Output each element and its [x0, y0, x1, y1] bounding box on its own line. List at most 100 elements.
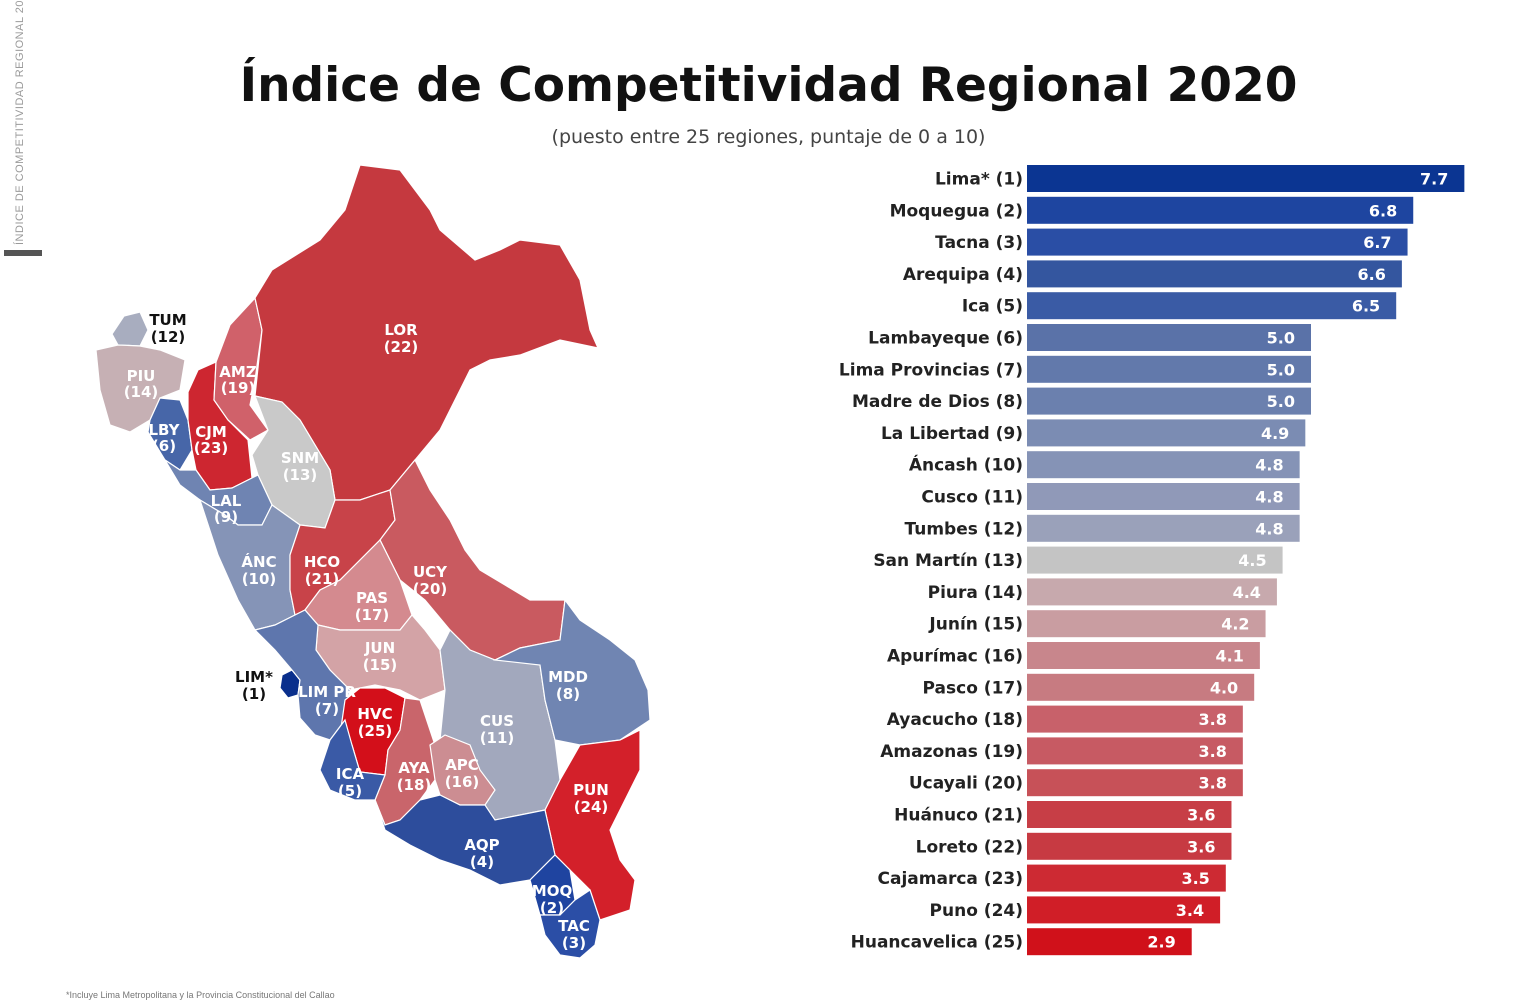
- category-label: Ayacucho (18): [887, 710, 1023, 730]
- value-label: 3.8: [1198, 710, 1226, 729]
- region-rank-label: (13): [283, 466, 318, 484]
- region-rank-label: (23): [194, 439, 229, 457]
- region-rank-label: (18): [397, 776, 432, 794]
- region-rank-label: (14): [124, 383, 159, 401]
- region-aqp: [374, 794, 556, 886]
- bar-12: [1027, 514, 1300, 542]
- value-label: 6.8: [1369, 201, 1397, 220]
- category-label: Áncash (10): [909, 454, 1023, 476]
- region-rank-label: (16): [445, 773, 480, 791]
- region-code-label: HCO: [304, 553, 340, 571]
- category-label: Ucayali (20): [909, 774, 1023, 794]
- value-label: 4.8: [1255, 456, 1283, 475]
- region-rank-label: (6): [152, 437, 176, 455]
- bar-16: [1027, 642, 1260, 669]
- region-rank-label: (2): [540, 899, 564, 917]
- region-code-label: AYA: [398, 759, 430, 777]
- region-rank-label: (4): [470, 853, 494, 871]
- value-label: 4.9: [1261, 424, 1289, 443]
- region-code-label: LBY: [148, 421, 180, 439]
- bar-10: [1027, 451, 1300, 479]
- category-label: Huancavelica (25): [851, 933, 1023, 953]
- region-rank-label: (9): [214, 508, 238, 526]
- value-label: 2.9: [1147, 933, 1175, 952]
- bar-19: [1027, 737, 1243, 765]
- category-label: Tacna (3): [935, 233, 1023, 253]
- region-code-label: ÁNC: [241, 552, 276, 571]
- region-code-label: PIU: [127, 367, 156, 385]
- value-label: 4.1: [1216, 647, 1244, 666]
- region-rank-label: (5): [338, 782, 362, 800]
- category-label: Arequipa (4): [903, 265, 1023, 285]
- value-label: 6.7: [1363, 233, 1391, 252]
- value-label: 5.0: [1267, 329, 1295, 348]
- map-shapes: [95, 164, 651, 959]
- value-label: 3.8: [1198, 742, 1226, 761]
- region-code-label: PUN: [573, 781, 609, 799]
- bar-8: [1027, 387, 1311, 415]
- region-code-label: CUS: [480, 712, 514, 730]
- value-label: 4.4: [1233, 583, 1261, 602]
- category-label: Loreto (22): [916, 837, 1023, 857]
- region-rank-label: (19): [221, 379, 256, 397]
- region-code-label: TAC: [558, 917, 590, 935]
- region-apc: [429, 734, 496, 806]
- value-label: 3.5: [1181, 869, 1209, 888]
- region-code-label: TUM: [149, 311, 186, 329]
- value-label: 4.0: [1210, 678, 1238, 697]
- region-amz: [213, 296, 269, 441]
- value-label: 5.0: [1267, 392, 1295, 411]
- region-code-label: APC: [445, 756, 479, 774]
- region-rank-label: (22): [384, 338, 419, 356]
- value-label: 3.4: [1176, 901, 1204, 920]
- bar-1: [1027, 165, 1465, 192]
- category-label: San Martín (13): [873, 551, 1023, 571]
- bar-23: [1027, 864, 1226, 892]
- value-label: 6.6: [1358, 265, 1386, 284]
- bar-22: [1027, 832, 1232, 860]
- category-label: Huánuco (21): [894, 806, 1023, 826]
- value-label: 3.6: [1187, 837, 1215, 856]
- bars: Lima* (1) 7.7 Moquegua (2) 6.8 Tacna (3) 6.7 A…: [839, 165, 1465, 956]
- value-label: 3.6: [1187, 806, 1215, 825]
- bar-7: [1027, 355, 1311, 383]
- bar-20: [1027, 769, 1243, 797]
- chart-title: Índice de Competitividad Regional 2020: [239, 58, 1298, 113]
- category-label: Lima Provincias (7): [839, 360, 1023, 380]
- side-bar-accent: [4, 250, 42, 256]
- category-label: Cajamarca (23): [878, 869, 1023, 889]
- category-label: Puno (24): [930, 901, 1023, 921]
- category-label: Ica (5): [962, 297, 1023, 317]
- value-label: 6.5: [1352, 297, 1380, 316]
- region-rank-label: (11): [480, 729, 515, 747]
- region-rank-label: (24): [574, 798, 609, 816]
- region-rank-label: (3): [562, 934, 586, 952]
- category-label: Piura (14): [928, 583, 1023, 603]
- region-code-label: HVC: [357, 705, 392, 723]
- bar-17: [1027, 673, 1255, 701]
- category-label: Madre de Dios (8): [852, 392, 1023, 412]
- chart-subtitle: (puesto entre 25 regiones, puntaje de 0 …: [551, 126, 986, 148]
- region-rank-label: (12): [151, 328, 186, 346]
- region-code-label: SNM: [281, 449, 319, 467]
- region-rank-label: (21): [305, 570, 340, 588]
- region-tac: [539, 889, 601, 959]
- bar-24: [1027, 896, 1221, 924]
- category-label: Pasco (17): [923, 678, 1023, 698]
- category-label: Tumbes (12): [905, 519, 1023, 539]
- region-rank-label: (8): [556, 685, 580, 703]
- value-label: 3.8: [1198, 774, 1226, 793]
- region-code-label: AQP: [464, 836, 499, 854]
- bar-18: [1027, 705, 1243, 733]
- bar-5: [1027, 292, 1397, 320]
- bar-25: [1027, 928, 1192, 956]
- footnote: *Incluye Lima Metropolitana y la Provinc…: [66, 990, 335, 1000]
- map-labels: TUM(12) PIU(14) LBY(6) CJM(23) AMZ(19) LOR(22…: [124, 311, 609, 952]
- region-code-label: LAL: [211, 492, 242, 510]
- region-rank-label: (15): [363, 656, 398, 674]
- value-label: 4.8: [1255, 519, 1283, 538]
- bar-4: [1027, 260, 1402, 288]
- region-rank-label: (10): [242, 570, 277, 588]
- region-mdd: [492, 598, 651, 746]
